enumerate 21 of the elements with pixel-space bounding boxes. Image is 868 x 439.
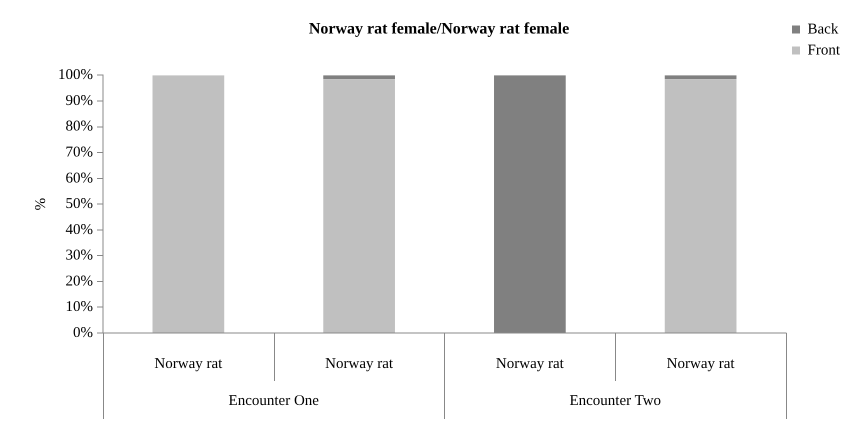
y-tick-label: 90% — [65, 92, 93, 109]
legend-label: Back — [807, 21, 839, 38]
y-tick-label: 0% — [72, 324, 93, 341]
y-axis-title: % — [32, 198, 49, 210]
x-tick-label: Norway rat — [325, 356, 394, 372]
x-tick-label: Norway rat — [154, 356, 224, 372]
chart-title: Norway rat female/Norway rat female — [308, 20, 570, 38]
y-tick-label: 40% — [65, 222, 93, 238]
y-tick-label: 30% — [65, 248, 93, 264]
y-tick-label: 100% — [58, 67, 93, 84]
text: Encounter One — [228, 392, 320, 409]
x-tick-label: Norway rat — [496, 356, 565, 372]
x-tick-label: Norway rat — [666, 356, 736, 372]
legend-label: Front — [807, 42, 841, 58]
y-tick-label: 80% — [65, 118, 93, 135]
y-tick-label: 60% — [65, 170, 93, 186]
y-tick-label: 20% — [65, 273, 93, 290]
text: Encounter Two — [569, 392, 662, 409]
y-tick-label: 50% — [65, 196, 93, 212]
y-tick-label: 70% — [65, 144, 93, 160]
y-tick-label: 10% — [65, 299, 93, 316]
